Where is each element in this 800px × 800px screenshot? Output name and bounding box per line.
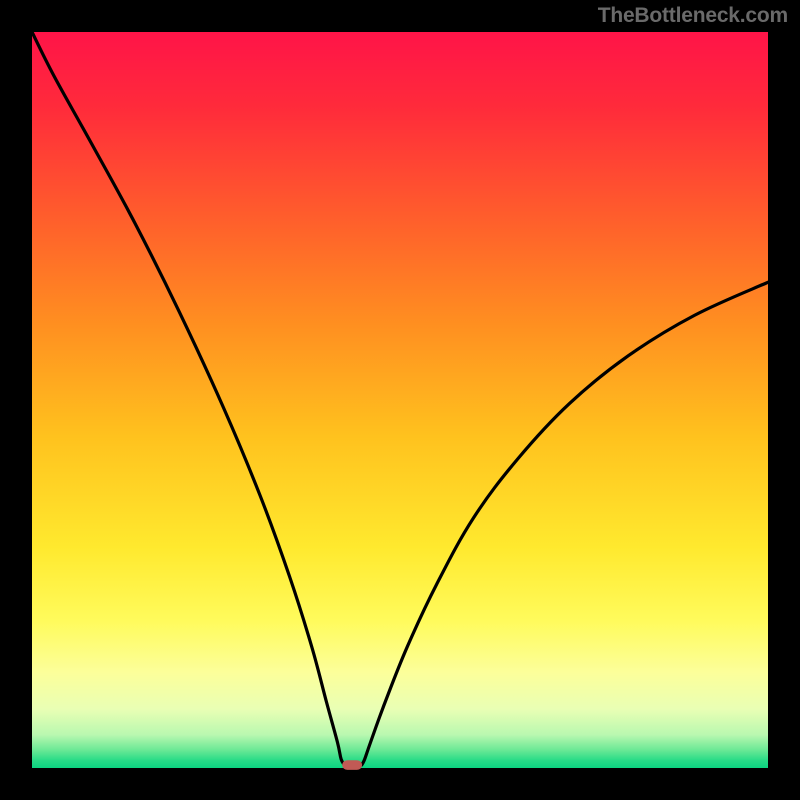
plot-background-gradient <box>32 32 768 768</box>
watermark-text: TheBottleneck.com <box>598 4 788 28</box>
bottleneck-plot <box>0 0 800 800</box>
minimum-marker <box>342 760 362 770</box>
chart-container: TheBottleneck.com <box>0 0 800 800</box>
